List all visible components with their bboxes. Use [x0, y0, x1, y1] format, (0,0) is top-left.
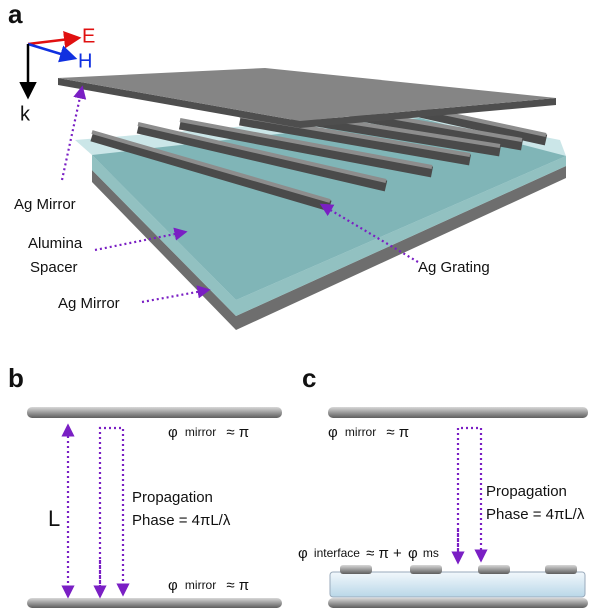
relation: ≈ π: [386, 424, 409, 441]
symbol: φ: [328, 424, 338, 441]
symbol: φ: [168, 424, 178, 441]
symbol: φ: [298, 545, 308, 562]
label: Propagation: [486, 483, 567, 500]
propagation-arrows: [458, 428, 481, 560]
relation: ≈ π: [226, 424, 249, 441]
axis-k: k: [20, 103, 31, 125]
subscript: mirror: [345, 425, 376, 439]
relation: ≈ π: [226, 577, 249, 594]
label: Propagation: [132, 489, 213, 506]
axes-icon: [28, 38, 78, 96]
symbol: φ: [408, 545, 418, 562]
label: Phase = 4πL/λ: [486, 506, 585, 523]
top-mirror: [58, 68, 556, 128]
panel-label: c: [302, 363, 316, 393]
subscript: mirror: [185, 578, 216, 592]
phase-label: φ interface ≈ π + φ ms: [298, 545, 439, 562]
label: Phase = 4πL/λ: [132, 512, 231, 529]
phase-label: φ mirror ≈ π: [168, 424, 249, 441]
axis-e: E: [82, 25, 95, 47]
mirror: [328, 407, 588, 418]
mirror: [328, 598, 588, 608]
label: Spacer: [30, 259, 78, 276]
phase-label: φ mirror ≈ π: [328, 424, 409, 441]
propagation-arrows: [68, 426, 123, 596]
axis-h: H: [78, 50, 92, 72]
mirror: [27, 598, 282, 608]
label: Ag Mirror: [14, 196, 76, 213]
subscript: interface: [314, 546, 360, 560]
mirror: [27, 407, 282, 418]
symbol: φ: [168, 577, 178, 594]
label: Ag Grating: [418, 259, 490, 276]
phase-label: φ mirror ≈ π: [168, 577, 249, 594]
label: Ag Mirror: [58, 295, 120, 312]
label: Alumina: [28, 235, 83, 252]
figure: a E H k Ag Mirror Alumina Spacer Ag Grat…: [0, 0, 595, 613]
length-label: L: [48, 506, 60, 531]
panel-label: a: [8, 0, 23, 29]
relation: ≈ π +: [366, 545, 402, 562]
spacer: [330, 572, 585, 597]
subscript: mirror: [185, 425, 216, 439]
subscript: ms: [423, 546, 439, 560]
panel-label: b: [8, 363, 24, 393]
